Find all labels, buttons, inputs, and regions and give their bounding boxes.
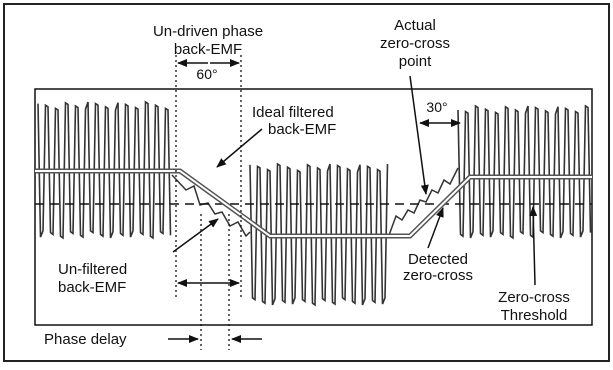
- angle-30-label: 30°: [426, 99, 447, 115]
- actual-label-line2: zero-cross: [380, 35, 450, 52]
- plot-box: [34, 88, 593, 326]
- unfiltered-label-line1: Un-filtered: [58, 261, 127, 278]
- threshold-callout-arrow: [529, 206, 538, 286]
- undriven-label-line1: Un-driven phase: [153, 23, 263, 40]
- unfiltered-callout-arrow: [172, 218, 219, 253]
- actual-zero-cross-callout-arrow: [409, 75, 429, 195]
- undriven-label-line2: back-EMF: [174, 41, 242, 58]
- ideal-filtered-back-emf-trace: [35, 168, 592, 239]
- ideal-filtered-callout-arrow: [216, 128, 263, 168]
- actual-label-line3: point: [399, 53, 432, 70]
- waveform-segment-middle: [249, 162, 389, 307]
- detected-zero-cross-callout-arrow: [427, 207, 444, 249]
- threshold-label-line1: Zero-cross: [498, 289, 570, 306]
- detected-label-line2: zero-cross: [403, 267, 473, 284]
- outer-frame: [3, 3, 610, 362]
- detected-label-line1: Detected: [408, 251, 468, 268]
- threshold-label-line2: Threshold: [501, 307, 568, 324]
- unfiltered-label-line2: back-EMF: [58, 279, 126, 296]
- undriven-falling-ramp: [171, 174, 251, 238]
- ideal-filtered-label-line2: back-EMF: [268, 121, 336, 138]
- actual-label-line1: Actual: [394, 17, 436, 34]
- phase-delay-label: Phase delay: [44, 331, 127, 348]
- ideal-filtered-label-line1: Ideal filtered: [252, 104, 334, 121]
- angle-60-label: 60°: [196, 66, 217, 82]
- undriven-rising-ramp: [387, 167, 459, 239]
- waveform-segment-right: [457, 104, 592, 240]
